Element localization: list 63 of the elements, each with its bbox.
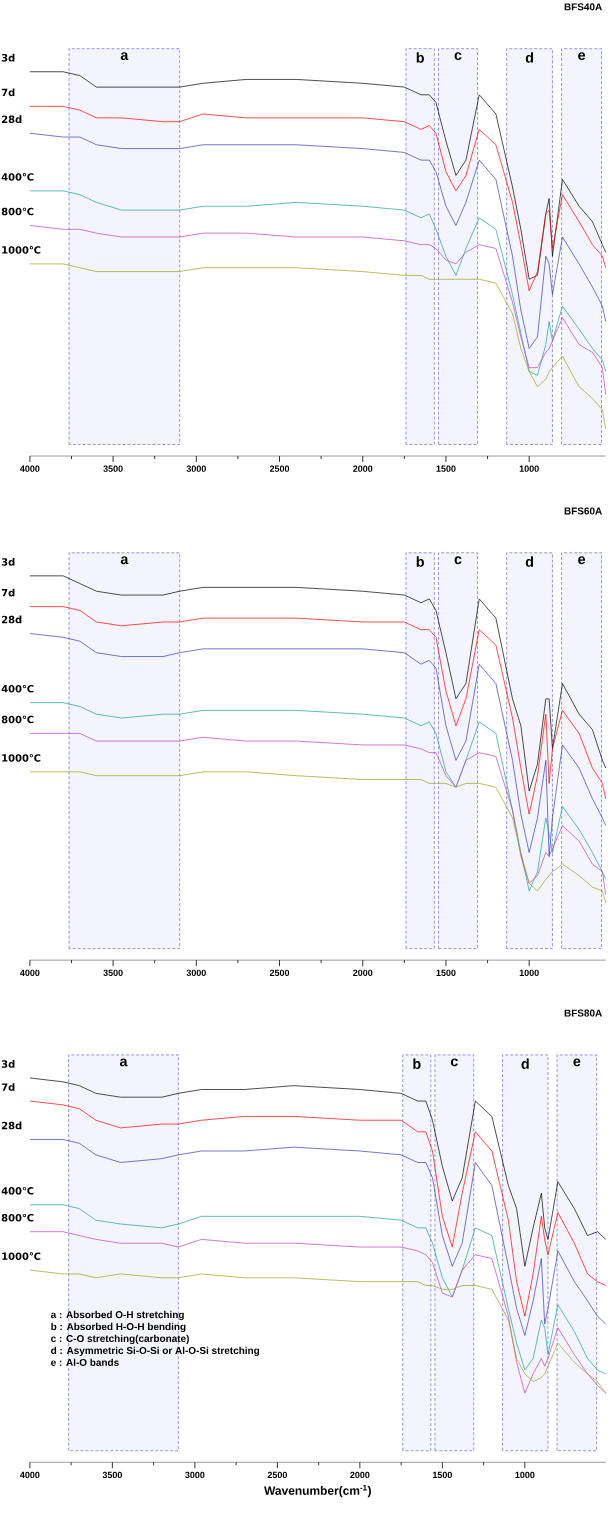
series-label: 800℃ (1, 207, 34, 216)
series-label: 400℃ (1, 173, 34, 181)
x-tick-label: 3000 (186, 969, 207, 976)
x-tick-label: 4000 (20, 465, 40, 472)
x-tick-label: 3500 (103, 969, 123, 976)
band-label: a (120, 52, 129, 61)
annotation: b : Absorbed H-O-H bending (51, 1322, 186, 1333)
band-label: d (525, 52, 534, 63)
series-label: 1000℃ (2, 1252, 41, 1260)
series-label: 28d (2, 1121, 22, 1130)
series-label: 3d (2, 1060, 15, 1068)
series-label: 7d (2, 588, 15, 597)
x-tick-label: 2000 (353, 969, 373, 976)
band-label: d (525, 556, 534, 567)
chart-title: BFS80A (564, 1009, 603, 1017)
chart-title: BFS40A (564, 3, 603, 11)
x-tick-label: 1000 (519, 465, 539, 472)
x-tick-label: 3000 (186, 465, 207, 472)
band-label: c (451, 1058, 459, 1067)
band-label: b (416, 556, 425, 567)
annotation: d : Asymmetric Si-O-Si or Al-O-Si stretching (51, 1346, 260, 1357)
x-tick-label: 2500 (270, 969, 290, 976)
band-label: e (578, 52, 586, 61)
band-label: c (454, 52, 462, 61)
x-tick-label: 3500 (103, 465, 123, 472)
series-label: 400℃ (1, 1187, 34, 1195)
x-tick-label: 2500 (267, 1471, 288, 1479)
x-tick-label: 3000 (185, 1471, 205, 1479)
series-label: 7d (2, 88, 15, 97)
x-tick-label: 1500 (436, 969, 456, 976)
x-tick-label: 4000 (20, 969, 40, 976)
annotation: e : Al-O bands (51, 1358, 119, 1366)
annotation: a : Absorbed O-H stretching (51, 1310, 184, 1321)
series-label: 1000℃ (2, 754, 41, 762)
series-label: 800℃ (1, 1213, 34, 1222)
band-label: d (521, 1058, 529, 1069)
band-label: e (578, 556, 586, 565)
annotation: c : C-O stretching(carbonate) (51, 1334, 190, 1345)
x-tick-label: 1500 (436, 465, 456, 472)
chart-title: BFS60A (564, 507, 603, 515)
series-label: 28d (2, 115, 22, 124)
x-tick-label: 1000 (515, 1471, 535, 1479)
series-label: 28d (2, 615, 22, 624)
band-label: b (413, 1058, 421, 1069)
band-label: b (416, 52, 425, 63)
series-label: 7d (2, 1083, 15, 1091)
series-label: 3d (2, 557, 15, 566)
band-label: a (120, 556, 129, 565)
x-tick-label: 4000 (20, 1471, 40, 1479)
band-label: e (573, 1058, 581, 1067)
band-label: a (120, 1058, 128, 1067)
x-tick-label: 2000 (353, 465, 373, 472)
x-tick-label: 1500 (433, 1471, 453, 1479)
x-tick-label: 3500 (102, 1471, 123, 1479)
band-label: c (454, 556, 462, 565)
series-label: 1000℃ (2, 246, 41, 254)
x-tick-label: 2500 (270, 465, 290, 472)
series-label: 400℃ (1, 684, 34, 693)
series-label: 3d (2, 53, 15, 62)
x-axis-title: Wavenumber(cm$^{-1}$) (264, 1484, 372, 1498)
series-label: 800℃ (1, 715, 34, 724)
x-tick-label: 2000 (350, 1471, 370, 1479)
x-tick-label: 1000 (519, 969, 539, 976)
